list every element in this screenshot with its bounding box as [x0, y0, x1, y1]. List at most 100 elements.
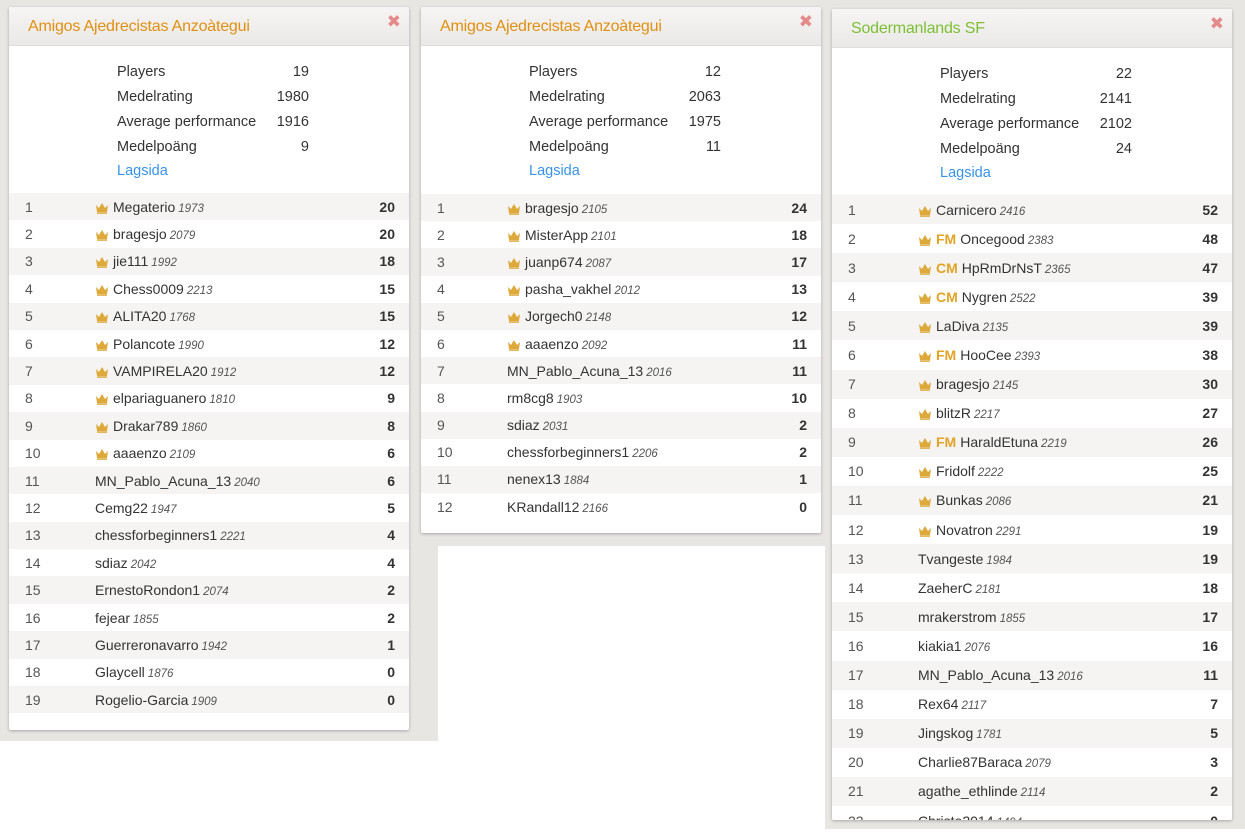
player-name-link[interactable]: Chess0009 [113, 280, 184, 297]
team-name[interactable]: Amigos Ajedrecistas Anzoàtegui [440, 18, 662, 35]
player-name-link[interactable]: bragesjo [113, 226, 167, 243]
player-name-link[interactable]: Rogelio-Garcia [95, 691, 189, 708]
table-row[interactable]: 6 FM HooCee 2393 38 [832, 340, 1232, 370]
table-row[interactable]: 6 Polancote 1990 12 [9, 329, 409, 358]
player-name-link[interactable]: sdiaz [95, 554, 128, 571]
player-name-link[interactable]: Carnicero [936, 201, 997, 218]
table-row[interactable]: 4 CM Nygren 2522 39 [832, 282, 1232, 312]
player-name-link[interactable]: Oncegood [960, 230, 1025, 247]
team-name[interactable]: Sodermanlands SF [851, 20, 985, 37]
table-row[interactable]: 1 Carnicero 2416 52 [832, 195, 1232, 225]
player-name-link[interactable]: Charlie87Baraca [918, 754, 1023, 771]
player-name-link[interactable]: Drakar789 [113, 417, 179, 434]
player-name-link[interactable]: mrakerstrom [918, 608, 997, 625]
player-name-link[interactable]: bragesjo [936, 376, 990, 393]
table-row[interactable]: 7 VAMPIRELA20 1912 12 [9, 357, 409, 385]
table-row[interactable]: 10 Fridolf 2222 25 [832, 456, 1232, 486]
table-row[interactable]: 19 Jingskog 1781 5 [832, 718, 1232, 748]
player-name-link[interactable]: Fridolf [936, 463, 975, 480]
table-row[interactable]: 12 Cemg22 1947 5 [9, 494, 409, 522]
player-name-link[interactable]: Glaycell [95, 664, 145, 681]
player-name-link[interactable]: blitzR [936, 405, 972, 422]
table-row[interactable]: 12 Novatron 2291 19 [832, 515, 1232, 545]
table-row[interactable]: 11 MN_Pablo_Acuna_13 2040 6 [9, 466, 409, 495]
player-name-link[interactable]: pasha_vakhel [525, 281, 612, 298]
table-row[interactable]: 17 MN_Pablo_Acuna_13 2016 11 [832, 660, 1232, 690]
table-row[interactable]: 9 sdiaz 2031 2 [421, 411, 821, 439]
table-row[interactable]: 6 aaaenzo 2092 11 [421, 329, 821, 358]
player-name-link[interactable]: bragesjo [525, 199, 579, 216]
player-name-link[interactable]: Bunkas [936, 492, 983, 509]
table-row[interactable]: 8 blitzR 2217 27 [832, 398, 1232, 428]
player-name-link[interactable]: KRandall12 [507, 498, 580, 515]
close-icon[interactable]: ✖ [798, 12, 813, 31]
table-row[interactable]: 11 nenex13 1884 1 [421, 465, 821, 494]
table-row[interactable]: 21 agathe_ethlinde 2114 2 [832, 776, 1232, 806]
table-row[interactable]: 7 MN_Pablo_Acuna_13 2016 11 [421, 357, 821, 385]
table-row[interactable]: 15 ErnestoRondon1 2074 2 [9, 576, 409, 604]
player-name-link[interactable]: VAMPIRELA20 [113, 363, 208, 380]
table-row[interactable]: 16 fejear 1855 2 [9, 603, 409, 632]
team-page-link[interactable]: Lagsida [117, 163, 168, 179]
table-row[interactable]: 18 Rex64 2117 7 [832, 689, 1232, 719]
table-row[interactable]: 4 pasha_vakhel 2012 13 [421, 275, 821, 303]
player-name-link[interactable]: sdiaz [507, 417, 540, 434]
table-row[interactable]: 3 CM HpRmDrNsT 2365 47 [832, 253, 1232, 283]
table-row[interactable]: 10 chessforbeginners1 2206 2 [421, 438, 821, 466]
player-name-link[interactable]: HaraldEtuna [960, 434, 1039, 451]
player-name-link[interactable]: ErnestoRondon1 [95, 582, 201, 599]
table-row[interactable]: 8 rm8cg8 1903 10 [421, 384, 821, 412]
table-row[interactable]: 13 chessforbeginners1 2221 4 [9, 521, 409, 550]
table-row[interactable]: 5 Jorgech0 2148 12 [421, 302, 821, 330]
table-row[interactable]: 5 LaDiva 2135 39 [832, 311, 1232, 341]
table-row[interactable]: 19 Rogelio-Garcia 1909 0 [9, 686, 409, 714]
player-name-link[interactable]: ZaeherC [918, 579, 973, 596]
player-name-link[interactable]: agathe_ethlinde [918, 783, 1018, 800]
table-row[interactable]: 16 kiakia1 2076 16 [832, 631, 1232, 661]
table-row[interactable]: 18 Glaycell 1876 0 [9, 658, 409, 687]
team-page-link[interactable]: Lagsida [940, 165, 991, 181]
player-name-link[interactable]: HooCee [960, 347, 1012, 364]
team-name[interactable]: Amigos Ajedrecistas Anzoàtegui [28, 18, 250, 35]
player-name-link[interactable]: Guerreronavarro [95, 636, 199, 653]
player-name-link[interactable]: Novatron [936, 521, 993, 538]
close-icon[interactable]: ✖ [386, 12, 401, 31]
player-name-link[interactable]: MN_Pablo_Acuna_13 [918, 667, 1055, 684]
table-row[interactable]: 20 Charlie87Baraca 2079 3 [832, 747, 1232, 777]
player-name-link[interactable]: Jorgech0 [525, 308, 583, 325]
table-row[interactable]: 17 Guerreronavarro 1942 1 [9, 631, 409, 659]
player-name-link[interactable]: LaDiva [936, 317, 980, 334]
player-name-link[interactable]: Nygren [961, 288, 1007, 305]
player-name-link[interactable]: fejear [95, 609, 131, 626]
table-row[interactable]: 14 ZaeherC 2181 18 [832, 573, 1232, 603]
player-name-link[interactable]: juanp674 [525, 253, 583, 270]
table-row[interactable]: 12 KRandall12 2166 0 [421, 493, 821, 521]
table-row[interactable]: 15 mrakerstrom 1855 17 [832, 602, 1232, 632]
table-row[interactable]: 2 MisterApp 2101 18 [421, 221, 821, 249]
table-row[interactable]: 3 juanp674 2087 17 [421, 248, 821, 276]
player-name-link[interactable]: Jingskog [918, 725, 974, 742]
table-row[interactable]: 7 bragesjo 2145 30 [832, 369, 1232, 399]
player-name-link[interactable]: chessforbeginners1 [507, 444, 630, 461]
table-row[interactable]: 13 Tvangeste 1984 19 [832, 544, 1232, 574]
table-row[interactable]: 1 bragesjo 2105 24 [421, 194, 821, 222]
table-row[interactable]: 9 Drakar789 1860 8 [9, 412, 409, 440]
player-name-link[interactable]: Polancote [113, 335, 176, 352]
player-name-link[interactable]: chessforbeginners1 [95, 527, 218, 544]
player-name-link[interactable]: jie111 [113, 253, 149, 270]
table-row[interactable]: 1 Megaterio 1973 20 [9, 193, 409, 221]
table-row[interactable]: 10 aaaenzo 2109 6 [9, 439, 409, 467]
player-name-link[interactable]: Cemg22 [95, 499, 148, 516]
close-icon[interactable]: ✖ [1209, 14, 1224, 33]
table-row[interactable]: 14 sdiaz 2042 4 [9, 549, 409, 577]
player-name-link[interactable]: Christo2014 [918, 813, 994, 820]
table-row[interactable]: 8 elpariaguanero 1810 9 [9, 384, 409, 413]
player-name-link[interactable]: MN_Pablo_Acuna_13 [95, 472, 232, 489]
player-name-link[interactable]: Rex64 [918, 696, 959, 713]
player-name-link[interactable]: rm8cg8 [507, 389, 554, 406]
player-name-link[interactable]: nenex13 [507, 471, 561, 488]
team-page-link[interactable]: Lagsida [529, 163, 580, 179]
player-name-link[interactable]: aaaenzo [113, 445, 167, 462]
player-name-link[interactable]: MN_Pablo_Acuna_13 [507, 362, 644, 379]
player-name-link[interactable]: Megaterio [113, 198, 176, 215]
